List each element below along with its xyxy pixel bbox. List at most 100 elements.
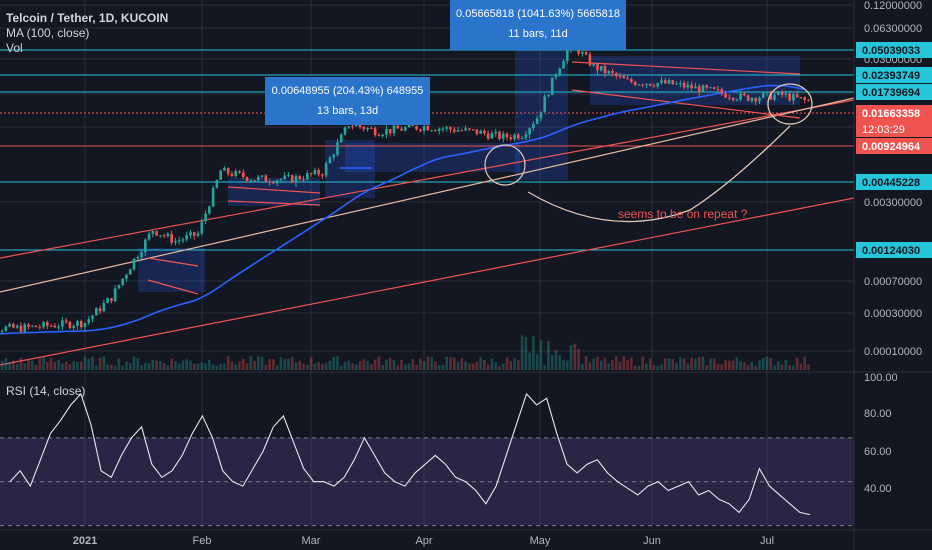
volume-bar (449, 357, 452, 370)
price-label: 0.01739694 (862, 87, 921, 99)
volume-bar (712, 358, 716, 370)
candle-body (456, 130, 460, 132)
volume-bar (347, 360, 351, 370)
candle-body (174, 241, 177, 243)
volume-bar (547, 340, 550, 370)
candle-body (215, 179, 219, 188)
volume-bar (336, 356, 339, 370)
candle-body (275, 180, 279, 184)
volume-bar (34, 365, 38, 370)
volume-bar (675, 362, 678, 370)
volume-bar (656, 365, 660, 370)
candle-body (712, 87, 716, 89)
candle-body (581, 52, 584, 54)
candle-body (509, 137, 513, 139)
candle-body (656, 82, 660, 87)
candle-body (803, 97, 806, 100)
price-axis[interactable]: 100.00 80.00 60.00 40.00 0.12000000 0.0630000… (853, 0, 932, 550)
volume-bar (584, 356, 588, 370)
candle-body (565, 49, 569, 62)
candle-body (795, 94, 799, 98)
candle-body (743, 93, 746, 96)
volume-bar (648, 358, 652, 370)
candle-body (641, 84, 644, 86)
volume-bar (792, 365, 795, 370)
candle-body (663, 80, 667, 84)
volume-bar (298, 360, 302, 370)
candle-body (792, 94, 795, 101)
volume-bar (803, 356, 806, 370)
price-label-box (856, 105, 932, 121)
volume-bar (373, 359, 377, 370)
candle-body (317, 169, 320, 175)
candle-body (192, 232, 196, 236)
grid (0, 0, 854, 528)
candle-body (347, 126, 351, 128)
volume-bar (19, 357, 23, 370)
candle-body (588, 54, 592, 66)
trendline (227, 186, 321, 194)
candle-body (599, 66, 603, 71)
price-tick-label: 0.06300000 (864, 23, 922, 35)
candle-body (159, 235, 162, 237)
volume-bar (716, 363, 720, 370)
measure-1-change: 0.00648955 (204.43%) 648955 (271, 85, 424, 97)
volume-bar (795, 357, 799, 370)
candle-body (637, 84, 641, 86)
candle-body (155, 230, 158, 236)
candle-body (716, 88, 720, 90)
volume-bar (53, 361, 57, 370)
price-label: 12:03:29 (862, 124, 905, 136)
candle-body (219, 170, 222, 180)
candle-body (309, 173, 313, 175)
volume-bar (159, 361, 162, 370)
candle-body (30, 325, 34, 327)
volume-bar (490, 358, 494, 370)
volume-bar (377, 356, 381, 370)
price-label-box (856, 242, 932, 258)
candle-body (483, 130, 486, 134)
candle-body (8, 323, 11, 327)
volume-bar (264, 364, 268, 370)
candle-body (441, 128, 445, 130)
measure-tooltip-1[interactable]: 0.00648955 (204.43%) 648955 13 bars, 13d (265, 77, 430, 125)
candle-body (245, 177, 249, 181)
candle-body (652, 85, 656, 87)
candle-body (87, 319, 91, 323)
price-tick-label: 0.00030000 (864, 308, 922, 320)
time-tick-label: Mar (302, 535, 321, 547)
candle-body (208, 206, 211, 214)
volume-bar (520, 335, 524, 370)
symbol-legend[interactable]: Telcoin / Tether, 1D, KUCOIN MA (100, cl… (6, 11, 168, 56)
time-axis[interactable]: 2021 Feb Mar Apr May Jun Jul (0, 529, 932, 547)
rsi-tick-label: 100.00 (864, 372, 898, 384)
measure-tooltip-2[interactable]: 0.05665818 (1041.63%) 5665818 11 bars, 1… (450, 0, 626, 50)
volume-bar (200, 362, 204, 370)
rsi-legend[interactable]: RSI (14, close) (6, 384, 85, 399)
volume-bar (324, 362, 328, 370)
volume-bar (83, 356, 87, 370)
candle-body (777, 91, 780, 95)
candle-body (667, 80, 671, 84)
user-drawings[interactable] (340, 83, 813, 223)
volume-bar (170, 358, 173, 370)
candle-body (351, 126, 354, 128)
ma-legend: MA (100, close) (6, 26, 90, 40)
candle-body (249, 180, 253, 182)
volume-bar (728, 360, 731, 370)
volume-bar (603, 357, 607, 370)
volume-bar (309, 357, 313, 370)
candle-body (780, 91, 784, 95)
price-tick-label: 0.00070000 (864, 276, 922, 288)
candle-body (694, 86, 697, 89)
candle-body (12, 323, 15, 328)
candle-body (226, 167, 230, 174)
candle-body (19, 325, 23, 332)
candle-body (91, 315, 94, 320)
trendlines[interactable] (0, 61, 855, 366)
volume-bar (238, 361, 241, 370)
time-tick-label: Jun (643, 535, 661, 547)
candle-body (27, 324, 30, 327)
candle-body (513, 134, 516, 139)
